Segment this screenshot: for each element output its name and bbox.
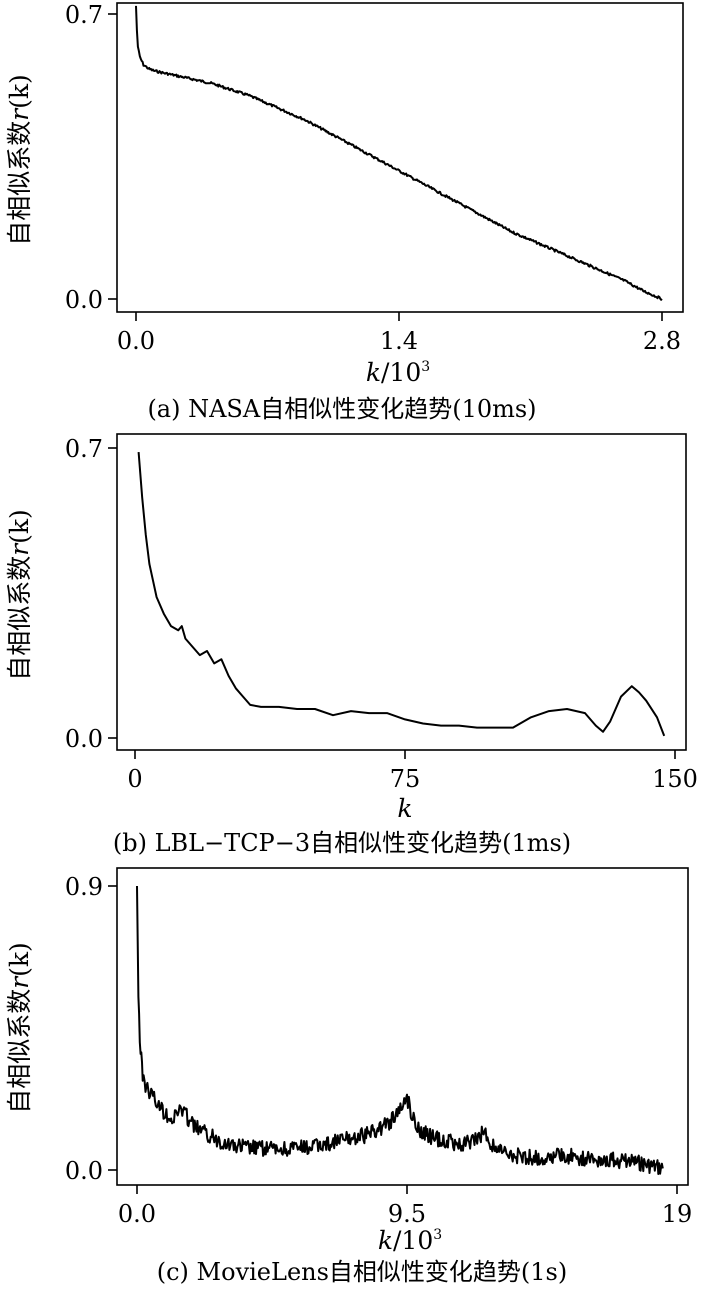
y-tick-label: 0.9 [65, 873, 103, 901]
x-axis-label: k/103 [378, 1226, 442, 1255]
x-tick-label: 75 [390, 765, 421, 793]
x-tick-label: 9.5 [388, 1200, 426, 1228]
x-tick-label: 1.4 [380, 327, 418, 355]
chart-panel-a: 0.0 1.4 2.8 0.0 0.7 自相似系数r(k) k/103 (a) NASA… [5, 1, 684, 423]
y-axis-label: 自相似系数r(k) [5, 74, 34, 246]
axis-ticks [108, 447, 676, 759]
x-tick-label: 0 [127, 765, 142, 793]
plot-frame [116, 2, 684, 313]
panel-caption: (b) LBL−TCP−3自相似性变化趋势(1ms) [113, 829, 571, 857]
y-axis-label: 自相似系数r(k) [5, 942, 34, 1114]
x-tick-label: 0.0 [118, 1200, 156, 1228]
panel-caption: (c) MovieLens自相似性变化趋势(1s) [157, 1258, 567, 1286]
series-layer [137, 452, 666, 737]
y-tick-label: 0.7 [65, 1, 103, 29]
x-tick-label: 2.8 [643, 327, 681, 355]
x-axis-label: k/103 [366, 358, 430, 387]
y-axis-label: 自相似系数r(k) [5, 509, 34, 681]
axis-ticks [108, 885, 678, 1194]
y-tick-label: 0.0 [65, 286, 103, 314]
axis-ticks [108, 13, 663, 321]
series-line [137, 452, 666, 737]
plot-frame [116, 433, 687, 751]
chart-panel-b: 0 75 150 0.0 0.7 自相似系数r(k) k (b) LBL−TCP−3自相… [5, 433, 698, 857]
x-tick-label: 19 [662, 1200, 693, 1228]
series-line [136, 885, 664, 1175]
series-layer [135, 5, 663, 301]
y-tick-label: 0.0 [65, 1157, 103, 1185]
tick-labels: 0.0 9.5 19 0.0 0.9 [65, 873, 692, 1228]
y-tick-label: 0.7 [65, 435, 103, 463]
panel-caption: (a) NASA自相似性变化趋势(10ms) [147, 395, 536, 423]
tick-labels: 0.0 1.4 2.8 0.0 0.7 [65, 1, 681, 355]
y-tick-label: 0.0 [65, 725, 103, 753]
tick-labels: 0 75 150 0.0 0.7 [65, 435, 698, 793]
chart-panel-c: 0.0 9.5 19 0.0 0.9 自相似系数r(k) k/103 (c) Movie… [5, 867, 692, 1286]
x-tick-label: 0.0 [117, 327, 155, 355]
series-layer [136, 885, 664, 1175]
x-axis-label: k [397, 794, 412, 823]
x-tick-label: 150 [652, 765, 698, 793]
series-line [135, 5, 663, 301]
plot-frame [116, 867, 689, 1186]
